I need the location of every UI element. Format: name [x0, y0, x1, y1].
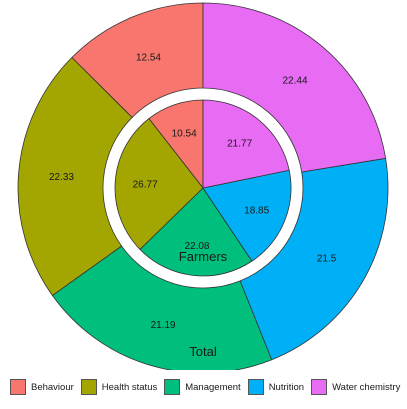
legend-swatch [247, 379, 264, 395]
total-value-label-nutrition: 21.5 [317, 253, 337, 264]
farmers-slice-nutrition [202, 169, 292, 262]
farmers-slice-health-status [114, 118, 204, 251]
legend-item-behaviour: Behaviour [10, 379, 74, 395]
legend-swatch [10, 379, 26, 395]
legend-item-nutrition: Nutrition [247, 379, 305, 395]
legend-item-health-status: Health status [80, 379, 158, 395]
farmers-value-label-health-status: 26.77 [133, 180, 158, 191]
legend-label: Behaviour [31, 381, 74, 393]
legend-label: Health status [101, 381, 158, 393]
legend-label: Management [185, 381, 241, 393]
total-value-label-water-chemistry: 22.44 [283, 75, 308, 86]
ring-separator [104, 89, 302, 287]
total-slice-nutrition [239, 157, 389, 361]
total-value-label-management: 21.19 [151, 320, 176, 331]
nested-donut-chart: 12.54 22.33 21.19 21.5 22.44 10.54 26.77 22.08 1… [17, 2, 389, 370]
total-value-label-behaviour: 12.54 [136, 52, 161, 63]
farmers-slice-management [139, 187, 253, 277]
legend-swatch [164, 379, 181, 395]
inner-ring [114, 99, 292, 277]
total-slice-water-chemistry [202, 2, 387, 173]
total-value-label-health-status: 22.33 [49, 172, 74, 183]
legend: Behaviour Health status Management Nutri… [10, 376, 405, 398]
total-slice-health-status [17, 56, 133, 297]
legend-swatch [311, 379, 328, 395]
ring-label-total: Total [189, 344, 217, 359]
farmers-value-label-nutrition: 18.85 [244, 205, 269, 216]
legend-item-management: Management [164, 379, 241, 395]
legend-label: Nutrition [268, 381, 305, 393]
ring-label-farmers: Farmers [179, 249, 228, 264]
farmers-value-label-water-chemistry: 21.77 [227, 139, 252, 150]
legend-item-water-chemistry: Water chemistry [311, 379, 400, 395]
total-slice-management [51, 245, 273, 370]
legend-label: Water chemistry [332, 381, 401, 393]
value-labels: 12.54 22.33 21.19 21.5 22.44 10.54 26.77 22.08 1… [49, 52, 337, 330]
farmers-value-label-management: 22.08 [184, 241, 209, 252]
legend-swatch [80, 379, 97, 395]
outer-ring [17, 2, 389, 370]
farmers-slice-water-chemistry [202, 99, 290, 189]
farmers-value-label-behaviour: 10.54 [172, 129, 197, 140]
